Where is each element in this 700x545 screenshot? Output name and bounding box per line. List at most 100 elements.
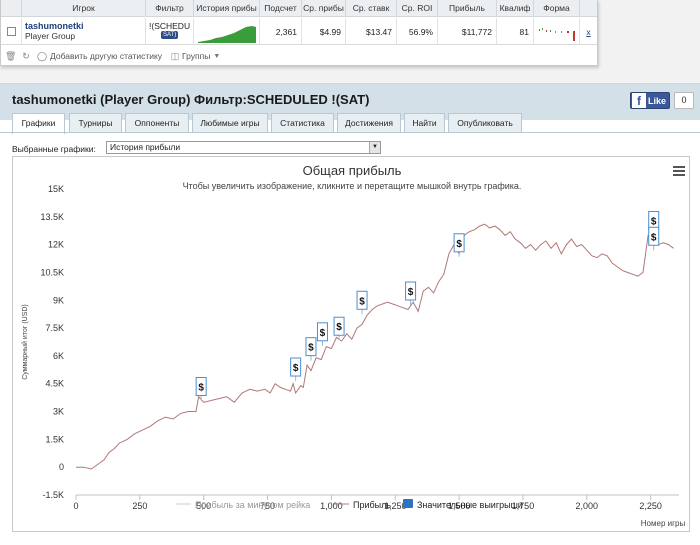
select-arrow-icon[interactable]: ▼: [369, 142, 380, 153]
profit-series-line: [76, 223, 674, 470]
header-history[interactable]: История прибы: [194, 0, 260, 17]
y-tick-label: 15K: [48, 184, 64, 194]
graph-select-value: История прибыли: [110, 142, 181, 152]
profit-chart[interactable]: -1.5K 0 1.5K 3K 4.5K 6K 7.5K 9K 10.5K 12K 13.5K 15K…: [13, 157, 691, 533]
tab-achievements[interactable]: Достижения: [337, 113, 401, 133]
header-filter[interactable]: Фильтр: [146, 0, 194, 17]
groups-dropdown[interactable]: Группы: [182, 51, 211, 61]
stats-footer: 🗑 ↻ ◯ Добавить другую статистику ◫ Групп…: [1, 47, 597, 65]
chart-subtitle: Чтобы увеличить изображение, кликните и …: [182, 181, 522, 191]
tab-tournaments[interactable]: Турниры: [69, 113, 122, 133]
header-qualified[interactable]: Квалиф: [497, 0, 534, 17]
y-tick-label: 3K: [53, 407, 64, 417]
tab-find[interactable]: Найти: [404, 113, 445, 133]
facebook-like-label: Like: [648, 95, 667, 106]
tabs-divider: [0, 132, 700, 133]
table-row: tashumonetki Player Group !(SCHEDU SAT) …: [1, 18, 597, 45]
chart-menu-icon[interactable]: [673, 166, 685, 176]
chart-container[interactable]: Общая прибыль Чтобы увеличить изображени…: [12, 156, 690, 532]
tab-publish[interactable]: Опубликовать: [448, 113, 522, 133]
header-avg-profit[interactable]: Ср. прибы: [302, 0, 346, 17]
chart-title: Общая прибыль: [302, 163, 402, 178]
y-tick-label: 13.5K: [40, 212, 64, 222]
add-stats-link[interactable]: Добавить другую статистику: [50, 51, 163, 61]
legend-profit-label: Прибыль: [353, 500, 391, 510]
big-win-flag: [305, 337, 317, 357]
avg-profit-cell: $4.99: [302, 18, 346, 45]
facebook-like-button[interactable]: f Like: [630, 92, 670, 109]
y-tick-label: 10.5K: [40, 267, 64, 277]
big-win-flag: [290, 357, 302, 377]
y-tick-label: 9K: [53, 295, 64, 305]
graph-select-label: Выбранные графики:: [12, 143, 96, 154]
x-tick-label: 2,000: [576, 501, 599, 511]
x-tick-label: 1,750: [512, 501, 535, 511]
header-form[interactable]: Форма: [534, 0, 580, 17]
header-profit[interactable]: Прибыль: [438, 0, 497, 17]
big-win-flag-label: $: [198, 383, 204, 394]
filter-cell: !(SCHEDU SAT): [146, 18, 194, 45]
y-axis-label: Суммарный итог (USD): [21, 304, 29, 380]
header-count[interactable]: Подсчет: [260, 0, 302, 17]
count-cell: 2,361: [260, 18, 302, 45]
y-tick-label: 7.5K: [45, 323, 64, 333]
header-avg-roi[interactable]: Ср. ROI: [397, 0, 438, 17]
avg-roi-cell: 56.9%: [397, 18, 438, 45]
big-win-flag: [356, 290, 368, 310]
y-tick-label: 0: [59, 462, 64, 472]
big-win-flag-label: $: [359, 296, 365, 307]
tab-graphs[interactable]: Графики: [12, 113, 65, 134]
stats-panel: Игрок Фильтр История прибы Подсчет Ср. п…: [0, 0, 598, 66]
big-win-flag-label: $: [408, 287, 414, 298]
big-win-flag-label: $: [336, 322, 342, 333]
y-tick-label: 6K: [53, 351, 64, 361]
graph-select[interactable]: История прибыли ▼: [106, 141, 381, 154]
legend-bigwin-swatch: [403, 499, 413, 508]
legend-rake-label: Прибыль за минусом рейка: [195, 500, 310, 510]
legend-bigwin-label: Значительные выигрыши: [417, 500, 523, 510]
y-tick-label: -1.5K: [42, 490, 64, 500]
facebook-icon: f: [632, 93, 646, 108]
tab-statistics[interactable]: Статистика: [271, 113, 334, 133]
big-win-flag: [648, 226, 660, 246]
x-axis-label: Номер игры: [641, 519, 686, 528]
groups-icon: ◫: [170, 50, 180, 61]
remove-row-button[interactable]: x: [586, 26, 591, 37]
header-avg-stake[interactable]: Ср. ставк: [346, 0, 397, 17]
tab-favorite-games[interactable]: Любимые игры: [192, 113, 268, 133]
row-checkbox-cell: [1, 18, 22, 45]
big-win-flag-label: $: [456, 239, 462, 250]
x-tick-label: 1,250: [384, 501, 407, 511]
y-tick-label: 4.5K: [45, 379, 64, 389]
y-tick-label: 1.5K: [45, 434, 64, 444]
big-win-flag-label: $: [293, 363, 299, 374]
history-sparkline: [197, 25, 256, 43]
page-title: tashumonetki (Player Group) Фильтр:SCHED…: [12, 92, 370, 107]
form-sparkline: [538, 27, 575, 41]
avg-stake-cell: $13.47: [346, 18, 397, 45]
tab-opponents[interactable]: Оппоненты: [125, 113, 189, 133]
refresh-icon[interactable]: ↻: [22, 50, 30, 61]
x-tick-label: 2,250: [639, 501, 662, 511]
x-tick-label: 1,500: [448, 501, 471, 511]
chevron-down-icon[interactable]: ▼: [213, 52, 221, 60]
x-tick-label: 0: [73, 501, 78, 511]
header-player[interactable]: Игрок: [22, 0, 146, 17]
big-win-flag-label: $: [651, 232, 657, 243]
header-empty: [580, 0, 597, 17]
player-name-link[interactable]: tashumonetki: [25, 21, 84, 31]
big-win-flag-label: $: [308, 343, 314, 354]
stats-table-header: Игрок Фильтр История прибы Подсчет Ср. п…: [1, 0, 597, 17]
big-win-flag: [195, 377, 207, 397]
big-win-flag: [333, 316, 345, 336]
player-cell: tashumonetki Player Group: [22, 18, 146, 45]
big-win-flag: [316, 322, 328, 342]
big-win-flag-label: $: [651, 217, 657, 228]
row-checkbox[interactable]: [6, 27, 16, 36]
main-panel: tashumonetki (Player Group) Фильтр:SCHED…: [0, 83, 700, 545]
player-group-label: Player Group: [25, 31, 76, 41]
filter-badge: SAT): [161, 31, 179, 39]
filter-text: !(SCHEDU: [149, 21, 191, 31]
trash-icon[interactable]: 🗑: [5, 50, 17, 61]
